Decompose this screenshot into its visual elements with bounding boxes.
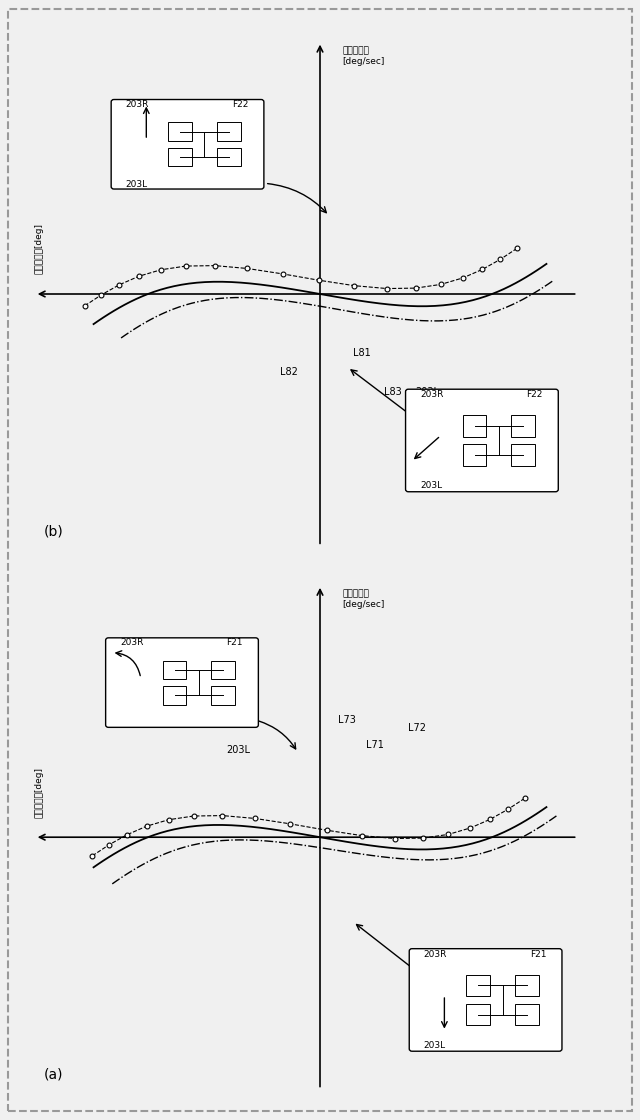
Bar <box>511 445 535 466</box>
Bar <box>217 122 241 141</box>
Text: 203R: 203R <box>424 950 447 959</box>
Text: 203L: 203L <box>154 720 179 730</box>
FancyBboxPatch shape <box>409 949 562 1052</box>
Text: (b): (b) <box>44 524 64 538</box>
Text: F22: F22 <box>232 100 248 109</box>
Bar <box>217 148 241 166</box>
Text: 203L: 203L <box>420 482 442 491</box>
Text: 203R: 203R <box>120 638 143 647</box>
Text: 203L: 203L <box>125 180 148 189</box>
FancyBboxPatch shape <box>406 390 558 492</box>
Text: 203R: 203R <box>125 100 149 109</box>
Text: 目標レート
[deg/sec]: 目標レート [deg/sec] <box>342 590 385 609</box>
Text: F22: F22 <box>526 391 543 400</box>
Text: 目標レート
[deg/sec]: 目標レート [deg/sec] <box>342 47 385 66</box>
Text: 203L: 203L <box>416 386 440 396</box>
Text: 203L: 203L <box>424 1040 446 1049</box>
Bar <box>163 661 186 679</box>
Text: 目標舵舶角[deg]: 目標舵舶角[deg] <box>35 224 44 274</box>
Bar <box>211 661 235 679</box>
FancyBboxPatch shape <box>106 637 259 727</box>
Text: L72: L72 <box>408 724 426 734</box>
Bar <box>463 445 486 466</box>
Text: L82: L82 <box>280 367 298 377</box>
Text: (a): (a) <box>44 1067 63 1081</box>
Bar <box>463 416 486 437</box>
Text: L83: L83 <box>385 386 402 396</box>
Text: L71: L71 <box>366 739 384 749</box>
Bar <box>211 685 235 704</box>
Bar <box>515 1004 539 1025</box>
Text: L81: L81 <box>353 348 371 358</box>
FancyBboxPatch shape <box>111 100 264 189</box>
Text: F21: F21 <box>226 638 243 647</box>
Text: 203L: 203L <box>226 745 250 755</box>
Bar <box>467 974 490 996</box>
Text: F21: F21 <box>530 950 547 959</box>
Text: 203R: 203R <box>420 391 444 400</box>
Bar <box>168 122 192 141</box>
Bar <box>467 1004 490 1025</box>
Text: 目標舵舶角[deg]: 目標舵舶角[deg] <box>35 767 44 818</box>
Bar <box>511 416 535 437</box>
Bar <box>163 685 186 704</box>
Bar <box>168 148 192 166</box>
Bar <box>515 974 539 996</box>
Text: L73: L73 <box>339 716 356 726</box>
